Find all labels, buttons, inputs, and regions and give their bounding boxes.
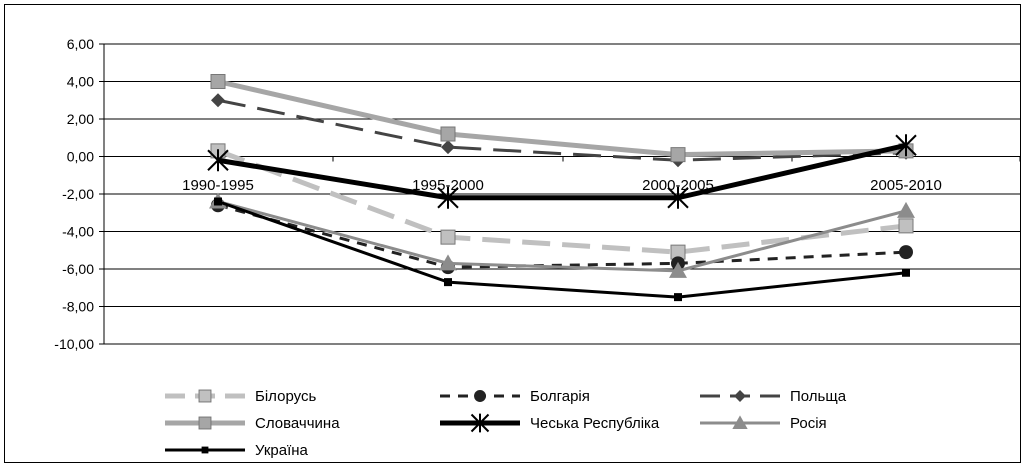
legend-entry: Білорусь <box>165 388 316 405</box>
data-point-marker <box>441 127 455 141</box>
data-point-marker <box>897 202 915 218</box>
y-tick-label: -10,00 <box>54 336 94 352</box>
data-point-marker <box>441 140 455 154</box>
legend-label: Білорусь <box>255 388 316 405</box>
x-category-label: 1995-2000 <box>412 177 484 194</box>
series-Словаччина <box>211 75 913 162</box>
y-tick-label: -8,00 <box>62 299 94 315</box>
legend-entry: Польща <box>700 388 847 405</box>
legend-label: Польща <box>790 388 847 405</box>
data-point-marker <box>211 93 225 107</box>
x-category-label: 2005-2010 <box>870 177 942 194</box>
legend-entry: Україна <box>165 442 309 459</box>
legend-entry: Болгарія <box>440 388 590 405</box>
legend-entry: Словаччина <box>165 415 340 432</box>
data-point-marker <box>899 245 913 259</box>
x-category-label: 1990-1995 <box>182 177 254 194</box>
data-point-marker <box>444 278 452 286</box>
legend-entry: Чеська Республіка <box>440 414 660 433</box>
series-line <box>218 202 906 298</box>
data-point-marker <box>202 447 209 454</box>
legend-entry: Росія <box>700 415 827 432</box>
y-tick-label: 2,00 <box>67 111 94 127</box>
data-point-marker <box>902 269 910 277</box>
series-line <box>218 82 906 155</box>
y-tick-label: 0,00 <box>67 149 94 165</box>
data-point-marker <box>734 390 746 402</box>
y-tick-label: 6,00 <box>67 36 94 52</box>
data-point-marker <box>474 390 486 402</box>
data-point-marker <box>671 148 685 162</box>
y-tick-label: -6,00 <box>62 261 94 277</box>
legend-label: Чеська Республіка <box>530 415 660 432</box>
y-tick-label: -2,00 <box>62 186 94 202</box>
data-point-marker <box>211 75 225 89</box>
data-point-marker <box>674 293 682 301</box>
x-category-label: 2000-2005 <box>642 177 714 194</box>
legend-label: Росія <box>790 415 827 432</box>
legend-label: Україна <box>255 442 309 459</box>
data-point-marker <box>214 198 222 206</box>
legend-label: Словаччина <box>255 415 340 432</box>
legend: Білорусь Болгарія Польща Словаччина Чеська Р… <box>165 388 847 459</box>
data-point-marker <box>899 219 913 233</box>
data-point-marker <box>199 417 211 429</box>
data-point-marker <box>441 230 455 244</box>
series-Україна <box>214 198 910 302</box>
series-Білорусь <box>211 144 913 259</box>
y-tick-label: -4,00 <box>62 224 94 240</box>
y-tick-label: 4,00 <box>67 74 94 90</box>
series-lines <box>208 75 916 302</box>
data-point-marker <box>199 390 211 402</box>
legend-label: Болгарія <box>530 388 590 405</box>
